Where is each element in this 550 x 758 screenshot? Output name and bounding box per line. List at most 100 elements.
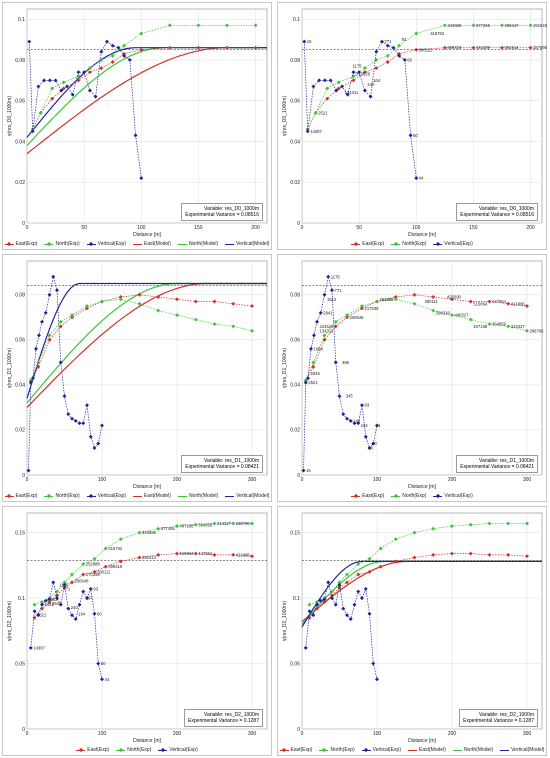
data-point-north <box>193 317 198 322</box>
x-tick-label: 200 <box>526 225 535 231</box>
point-label: 2521 <box>308 380 318 385</box>
point-label: 441239 <box>476 45 491 50</box>
point-label: 2521 <box>37 613 47 618</box>
x-tick-label: 200 <box>173 731 182 737</box>
point-label: 50 <box>101 661 106 666</box>
point-label: 771 <box>385 39 393 44</box>
point-label: 50 <box>413 133 418 138</box>
point-label: 93 <box>365 403 370 408</box>
point-label: 2941 <box>323 310 333 315</box>
legend-swatch <box>279 747 289 753</box>
legend-swatch <box>407 748 417 752</box>
legend-item: North(Exp) <box>319 747 355 753</box>
data-point-vertical <box>368 94 373 99</box>
data-point-east <box>525 304 529 309</box>
point-label: 50 <box>372 441 377 446</box>
legend-label: North(Exp) <box>402 241 427 247</box>
x-tick-label: 200 <box>448 477 457 483</box>
data-point-east <box>87 70 92 75</box>
y-tick-label: 0.15 <box>290 530 300 536</box>
legend-swatch <box>225 242 235 246</box>
data-point-vertical <box>345 92 350 97</box>
data-point-north <box>70 313 74 318</box>
legend-label: East(Exp) <box>15 493 38 499</box>
legend-label: East(Model) <box>143 493 171 499</box>
legend-item: Vertical(Exp) <box>433 241 473 247</box>
y-tick-label: 0.15 <box>15 530 25 536</box>
data-point-east <box>351 78 356 83</box>
point-label: 314327 <box>217 521 232 526</box>
plot-area <box>26 8 268 224</box>
data-point-north <box>38 110 43 115</box>
y-tick-label: 0.1 <box>18 596 25 602</box>
data-point-east <box>322 600 327 604</box>
data-point-east <box>525 554 529 559</box>
x-axis-title: Distance [m] <box>133 738 161 744</box>
legend-item: North(Exp) <box>116 747 151 753</box>
chart-svg: 0 50 100 150 200 0 0.02 0.04 0.06 0.08 0.1 Distance… <box>7 8 268 238</box>
legend-label: East(Exp) <box>362 241 385 247</box>
y-tick-label: 0.08 <box>290 293 300 299</box>
point-label: 4062 <box>48 597 58 602</box>
data-point-vertical <box>337 394 342 399</box>
y-tick-label: 0.06 <box>290 338 300 344</box>
legend-label: Vertical(Exp) <box>97 241 126 247</box>
point-label: 44 <box>419 176 424 181</box>
point-label: 407188 <box>473 324 488 329</box>
point-label: 344685 <box>142 530 157 535</box>
point-label: 44 <box>376 423 381 428</box>
legend-item: East(Exp) <box>4 241 37 247</box>
data-point-vertical <box>352 421 357 426</box>
legend-label: North(Model) <box>188 493 219 499</box>
data-point-east <box>193 299 198 304</box>
data-point-vertical <box>62 583 67 587</box>
y-tick-label: 0.02 <box>290 428 300 434</box>
x-axis-title: Distance [m] <box>408 738 436 744</box>
point-label: 15 <box>306 468 311 473</box>
data-point-vertical <box>414 176 419 181</box>
data-point-vertical <box>70 92 75 97</box>
data-point-vertical <box>93 94 98 99</box>
data-point-north <box>487 322 492 327</box>
legend-label: Vertical(Model) <box>511 747 545 753</box>
point-label: 316762 <box>108 546 123 551</box>
x-tick-label: 300 <box>523 731 532 737</box>
point-label: 240 <box>353 418 361 423</box>
legend-swatch <box>116 747 126 753</box>
point-label: 515864 <box>180 551 195 556</box>
legend-swatch <box>391 493 401 499</box>
data-point-vertical <box>139 176 144 181</box>
data-point-east <box>212 299 217 304</box>
legend-label: North(Exp) <box>55 493 80 499</box>
series-line-vertical <box>303 276 378 471</box>
data-point-vertical <box>28 645 33 650</box>
data-point-vertical <box>32 609 37 614</box>
y-tick-label: 0.02 <box>15 428 25 434</box>
point-label: 164 <box>373 78 381 83</box>
legend-label: East(Exp) <box>87 747 110 753</box>
legend-label: North(Exp) <box>127 747 152 753</box>
legend-swatch <box>86 493 96 499</box>
legend-label: Vertical(Exp) <box>372 747 401 753</box>
x-tick-label: 50 <box>356 225 362 231</box>
legend-label: East(Model) <box>143 241 171 247</box>
legend-swatch <box>4 493 14 499</box>
x-tick-label: 0 <box>26 225 29 231</box>
data-point-vertical <box>357 70 362 75</box>
point-label: 134311 <box>320 328 334 333</box>
y-tick-label: 0.08 <box>290 58 300 64</box>
point-label: 15 <box>307 39 312 44</box>
chart-svg: 0 100 200 300 0 0.05 0.1 0.15 Distance [m] γ(res_… <box>7 512 268 744</box>
legend-item: East(Model) <box>132 493 171 499</box>
data-point-vertical <box>58 360 63 365</box>
point-label: 425690 <box>447 295 462 300</box>
legend-item: North(Model) <box>452 747 493 753</box>
data-point-vertical <box>360 403 364 408</box>
point-label: 217536 <box>365 306 380 311</box>
data-point-vertical <box>37 333 41 338</box>
variance-info-box: Variable: res_D1_1000m Experimental Varia… <box>181 455 263 473</box>
y-tick-label: 0.1 <box>293 596 300 602</box>
point-label: 252888 <box>86 562 101 567</box>
series-line-north <box>30 298 253 381</box>
